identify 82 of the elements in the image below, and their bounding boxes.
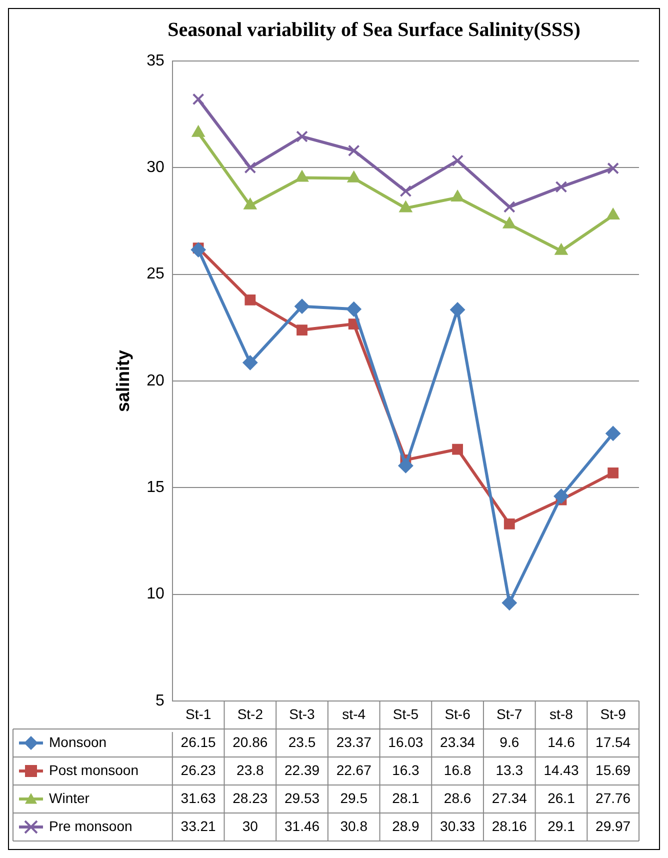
data-label: 31.46 bbox=[284, 818, 320, 834]
point bbox=[398, 458, 414, 474]
legend-label: Monsoon bbox=[49, 734, 107, 750]
data-label: 23.37 bbox=[336, 734, 372, 750]
point bbox=[554, 488, 569, 504]
y-axis-title: salinity bbox=[112, 350, 133, 412]
point bbox=[348, 144, 360, 157]
point bbox=[452, 154, 464, 167]
legend-label: Post monsoon bbox=[49, 762, 138, 778]
y-tick-label: 30 bbox=[146, 159, 164, 176]
data-label: 27.34 bbox=[492, 790, 528, 806]
data-label: 28.23 bbox=[232, 790, 268, 806]
point bbox=[555, 180, 568, 193]
data-label: 28.9 bbox=[392, 818, 420, 834]
data-label: 14.6 bbox=[548, 734, 576, 750]
point bbox=[244, 294, 256, 306]
data-label: 20.86 bbox=[232, 734, 268, 750]
point bbox=[242, 355, 258, 370]
data-label: 9.6 bbox=[500, 734, 520, 750]
point bbox=[244, 162, 256, 174]
data-label: 13.3 bbox=[496, 762, 524, 778]
point bbox=[192, 93, 204, 106]
y-tick-label: 5 bbox=[155, 692, 164, 710]
y-tick-label: 10 bbox=[146, 586, 164, 603]
point bbox=[296, 324, 308, 336]
legend-label: Winter bbox=[49, 790, 90, 806]
data-label: 16.8 bbox=[444, 762, 472, 778]
point bbox=[502, 595, 517, 610]
data-label: 29.5 bbox=[340, 790, 368, 806]
data-label: 16.3 bbox=[392, 762, 420, 778]
data-label: 30 bbox=[242, 818, 258, 834]
y-tick-label: 25 bbox=[146, 266, 164, 283]
point bbox=[607, 162, 620, 174]
chart-title: Seasonal variability of Sea Surface Salinity(SSS) bbox=[168, 19, 580, 42]
data-label: 28.1 bbox=[392, 790, 420, 806]
data-label: 16.03 bbox=[388, 734, 424, 750]
x-tick-label: st-4 bbox=[342, 706, 366, 722]
point bbox=[606, 426, 621, 441]
point bbox=[346, 302, 362, 317]
data-label: 29.97 bbox=[596, 818, 631, 834]
data-label: 14.43 bbox=[544, 762, 579, 778]
data-label: 17.54 bbox=[596, 734, 631, 750]
data-label: 15.69 bbox=[596, 762, 631, 778]
data-label: 31.63 bbox=[180, 790, 216, 806]
data-label: 30.33 bbox=[440, 818, 476, 834]
data-label: 27.76 bbox=[596, 790, 631, 806]
x-tick-label: st-8 bbox=[550, 706, 574, 722]
x-tick-label: St-5 bbox=[392, 706, 419, 722]
point bbox=[450, 302, 466, 318]
x-tick-label: St-6 bbox=[444, 706, 471, 722]
y-tick-label: 15 bbox=[146, 479, 164, 496]
data-label: 28.16 bbox=[492, 818, 528, 834]
point bbox=[504, 518, 515, 530]
y-tick-label: 20 bbox=[146, 372, 164, 390]
legend-label: Pre monsoon bbox=[49, 818, 132, 834]
data-label: 22.67 bbox=[336, 762, 372, 778]
data-label: 33.21 bbox=[180, 818, 216, 834]
x-tick-label: St-3 bbox=[289, 706, 316, 722]
x-tick-label: St-7 bbox=[496, 706, 522, 722]
data-label: 26.15 bbox=[180, 734, 216, 750]
data-label: 29.1 bbox=[548, 818, 576, 834]
data-label: 29.53 bbox=[284, 790, 320, 806]
point bbox=[503, 200, 516, 213]
point bbox=[190, 242, 206, 258]
point bbox=[608, 467, 619, 478]
x-tick-label: St-2 bbox=[237, 706, 264, 722]
data-label: 23.8 bbox=[236, 762, 264, 778]
point bbox=[450, 190, 464, 202]
data-label: 23.5 bbox=[288, 734, 316, 750]
point bbox=[452, 444, 463, 455]
data-label: 30.8 bbox=[340, 818, 368, 834]
point bbox=[294, 298, 310, 314]
data-label: 22.39 bbox=[284, 762, 320, 778]
data-label: 23.34 bbox=[440, 734, 476, 750]
x-tick-label: St-9 bbox=[600, 706, 626, 722]
point bbox=[296, 130, 308, 142]
data-label: 26.23 bbox=[180, 762, 216, 778]
x-tick-label: St-1 bbox=[185, 706, 212, 722]
y-tick-label: 35 bbox=[146, 52, 164, 70]
data-label: 26.1 bbox=[548, 790, 576, 806]
point bbox=[400, 185, 412, 198]
data-label: 28.6 bbox=[444, 790, 472, 806]
